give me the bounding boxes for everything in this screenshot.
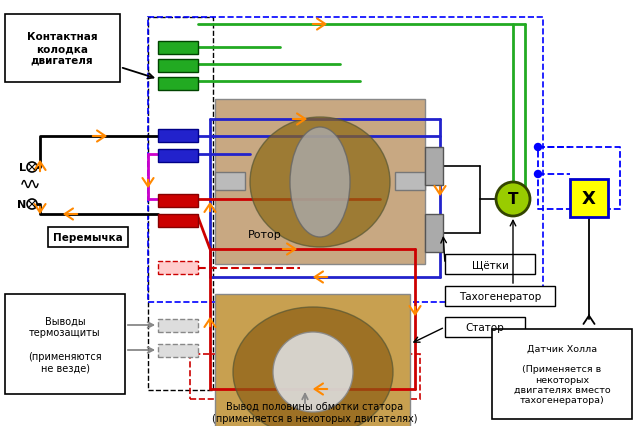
Text: X: X — [582, 190, 596, 207]
Text: Выводы
термозащиты

(применяются
не везде): Выводы термозащиты (применяются не везде… — [28, 316, 102, 372]
Bar — [215, 173, 245, 190]
Circle shape — [496, 183, 530, 216]
Bar — [5, 294, 125, 394]
Bar — [158, 78, 198, 91]
Text: Контактная
колодка
двигателя: Контактная колодка двигателя — [27, 32, 97, 66]
Bar — [158, 150, 198, 163]
Text: N: N — [17, 199, 27, 210]
Bar — [570, 180, 608, 218]
Ellipse shape — [233, 307, 393, 426]
Circle shape — [27, 163, 37, 173]
Text: Тахогенератор: Тахогенератор — [459, 291, 541, 301]
Bar — [395, 173, 425, 190]
Text: L: L — [19, 163, 26, 173]
Bar — [215, 294, 410, 426]
Bar — [158, 60, 198, 73]
Bar — [445, 254, 535, 274]
Text: Статор: Статор — [466, 322, 504, 332]
Bar — [215, 100, 425, 265]
Bar — [445, 317, 525, 337]
Ellipse shape — [290, 128, 350, 237]
Ellipse shape — [273, 332, 353, 412]
Bar — [425, 148, 443, 186]
Circle shape — [27, 199, 37, 210]
Bar — [148, 18, 213, 390]
Text: T: T — [508, 192, 518, 207]
Bar — [492, 329, 632, 419]
Bar — [158, 42, 198, 55]
Bar — [425, 215, 443, 253]
Text: Ротор: Ротор — [248, 230, 282, 239]
Ellipse shape — [250, 118, 390, 248]
Bar — [158, 195, 198, 207]
Circle shape — [534, 144, 541, 151]
Bar — [158, 344, 198, 357]
Bar — [48, 227, 128, 248]
Bar — [158, 130, 198, 143]
Text: Щётки: Щётки — [472, 259, 509, 269]
Bar — [5, 15, 120, 83]
Bar — [158, 319, 198, 332]
Bar — [190, 354, 420, 399]
Text: Перемычка: Перемычка — [53, 233, 123, 242]
Text: Вывод половины обмотки статора
(применяется в некоторых двигателях): Вывод половины обмотки статора (применяе… — [212, 401, 418, 423]
Bar — [158, 215, 198, 227]
Bar — [148, 18, 543, 302]
Bar — [445, 286, 555, 306]
Circle shape — [534, 171, 541, 178]
Text: Датчик Холла

(Применяется в
некоторых
двигателях вместо
тахогенератора): Датчик Холла (Применяется в некоторых дв… — [514, 344, 610, 405]
Bar — [158, 262, 198, 274]
